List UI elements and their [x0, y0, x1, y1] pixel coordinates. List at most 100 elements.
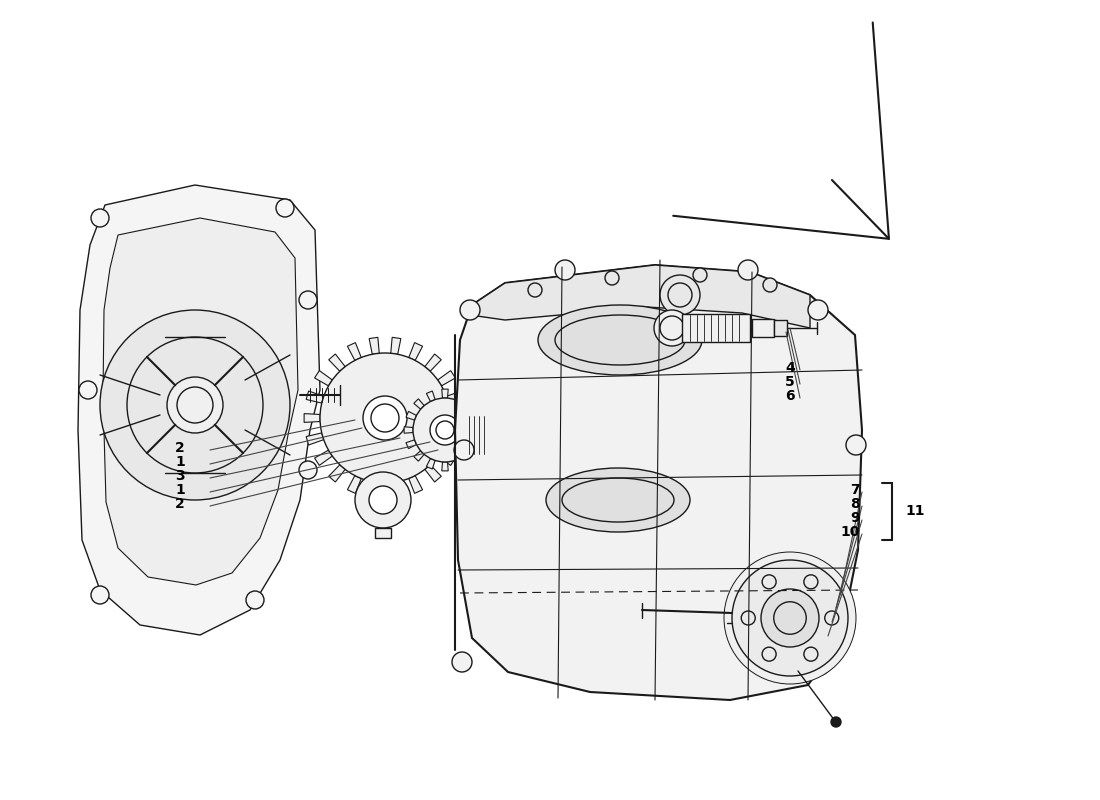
Polygon shape: [103, 218, 298, 585]
Polygon shape: [447, 391, 464, 403]
Polygon shape: [348, 342, 361, 361]
Text: 9: 9: [850, 511, 860, 525]
Circle shape: [299, 291, 317, 309]
Polygon shape: [455, 458, 463, 469]
Polygon shape: [774, 320, 786, 336]
Circle shape: [830, 717, 842, 727]
Circle shape: [412, 398, 477, 462]
Circle shape: [368, 486, 397, 514]
Polygon shape: [438, 370, 455, 386]
Circle shape: [825, 611, 839, 625]
Polygon shape: [329, 354, 345, 371]
Circle shape: [246, 591, 264, 609]
Circle shape: [763, 278, 777, 292]
Polygon shape: [442, 462, 448, 471]
Polygon shape: [306, 391, 323, 403]
Circle shape: [804, 647, 818, 661]
Polygon shape: [348, 475, 361, 494]
Circle shape: [528, 283, 542, 297]
Polygon shape: [455, 265, 862, 700]
Polygon shape: [427, 391, 436, 402]
Polygon shape: [390, 482, 400, 498]
Text: 1: 1: [175, 483, 185, 497]
Text: 5: 5: [785, 375, 795, 389]
Circle shape: [276, 199, 294, 217]
Polygon shape: [455, 391, 463, 402]
Ellipse shape: [538, 305, 702, 375]
Polygon shape: [406, 440, 417, 449]
Circle shape: [79, 381, 97, 399]
Circle shape: [804, 575, 818, 589]
Polygon shape: [406, 411, 417, 420]
Text: 10: 10: [840, 525, 860, 539]
Text: 3: 3: [175, 469, 185, 483]
Polygon shape: [425, 354, 441, 371]
Text: 2: 2: [175, 441, 185, 455]
Polygon shape: [414, 450, 425, 461]
Polygon shape: [409, 342, 422, 361]
Polygon shape: [370, 338, 379, 354]
Circle shape: [430, 415, 460, 445]
Circle shape: [91, 586, 109, 604]
Circle shape: [91, 209, 109, 227]
Polygon shape: [306, 433, 323, 445]
Circle shape: [605, 271, 619, 285]
Polygon shape: [450, 414, 466, 422]
Text: 1: 1: [175, 455, 185, 469]
Polygon shape: [752, 319, 774, 337]
Circle shape: [556, 260, 575, 280]
Polygon shape: [414, 399, 425, 410]
Polygon shape: [390, 338, 400, 354]
Polygon shape: [370, 482, 379, 498]
Circle shape: [654, 310, 690, 346]
Circle shape: [466, 425, 486, 445]
Polygon shape: [315, 370, 332, 386]
Circle shape: [363, 396, 407, 440]
Circle shape: [100, 310, 290, 500]
Polygon shape: [425, 465, 441, 482]
Circle shape: [299, 461, 317, 479]
Circle shape: [810, 655, 830, 675]
Circle shape: [738, 260, 758, 280]
Polygon shape: [470, 265, 810, 328]
Polygon shape: [404, 426, 414, 434]
Polygon shape: [329, 465, 345, 482]
Circle shape: [741, 611, 756, 625]
Polygon shape: [682, 314, 750, 342]
Text: 8: 8: [850, 497, 860, 511]
Circle shape: [320, 353, 450, 483]
Text: 6: 6: [785, 389, 795, 403]
Polygon shape: [473, 440, 484, 449]
Circle shape: [452, 652, 472, 672]
Circle shape: [724, 552, 856, 684]
Circle shape: [460, 300, 480, 320]
Circle shape: [732, 560, 848, 676]
Text: 2: 2: [175, 497, 185, 511]
Polygon shape: [427, 458, 436, 469]
Polygon shape: [442, 389, 448, 398]
Text: 11: 11: [905, 504, 924, 518]
Polygon shape: [438, 450, 455, 466]
Polygon shape: [375, 528, 390, 538]
Circle shape: [808, 300, 828, 320]
Circle shape: [693, 268, 707, 282]
Circle shape: [762, 575, 777, 589]
Polygon shape: [409, 475, 422, 494]
Circle shape: [846, 435, 866, 455]
Polygon shape: [78, 185, 320, 635]
Polygon shape: [465, 399, 476, 410]
Circle shape: [660, 275, 700, 315]
Text: 4: 4: [785, 361, 795, 375]
Polygon shape: [447, 433, 464, 445]
Ellipse shape: [546, 468, 690, 532]
Polygon shape: [473, 411, 484, 420]
Polygon shape: [315, 450, 332, 466]
Polygon shape: [465, 450, 476, 461]
Circle shape: [761, 589, 820, 647]
Polygon shape: [304, 414, 320, 422]
Circle shape: [762, 647, 777, 661]
Text: 7: 7: [850, 483, 860, 497]
Circle shape: [456, 416, 495, 454]
Polygon shape: [477, 426, 486, 434]
Circle shape: [355, 472, 411, 528]
